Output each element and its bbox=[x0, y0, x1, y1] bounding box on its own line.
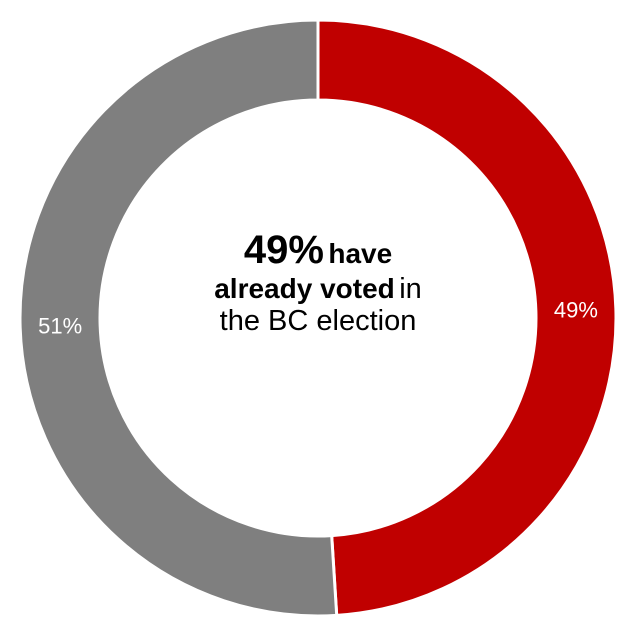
slice-label-1: 51% bbox=[38, 314, 82, 339]
slice-1 bbox=[18, 18, 339, 618]
slice-label-0: 49% bbox=[554, 297, 598, 322]
center-in: in bbox=[399, 272, 422, 305]
center-annotation: 49% have already voted in the BC electio… bbox=[170, 228, 466, 338]
center-already-voted: already voted bbox=[214, 272, 395, 304]
slice-0 bbox=[316, 18, 618, 618]
center-percent: 49% bbox=[243, 228, 324, 272]
slices-group bbox=[18, 18, 618, 618]
slice-labels-group: 49% 51% bbox=[38, 297, 598, 338]
center-line-3: the BC election bbox=[219, 305, 417, 338]
center-line-2: already voted in bbox=[170, 273, 466, 305]
center-have: have bbox=[328, 238, 393, 269]
center-line-1: 49% have bbox=[170, 228, 466, 273]
